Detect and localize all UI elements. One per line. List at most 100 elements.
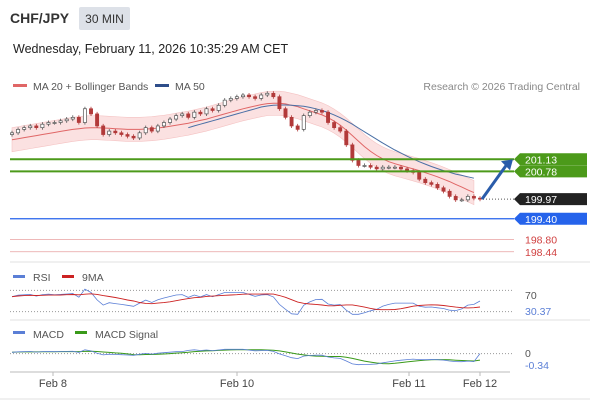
rsi-last-label: 30.37 bbox=[525, 306, 551, 318]
macd-line bbox=[11, 348, 481, 366]
candle-body bbox=[374, 166, 379, 170]
candle-body bbox=[241, 94, 245, 98]
candle-body bbox=[392, 166, 397, 169]
resistance-label-box bbox=[514, 165, 587, 178]
candle-body bbox=[459, 199, 464, 202]
macd-lines bbox=[10, 348, 514, 366]
candle-body bbox=[265, 92, 270, 96]
candle-body bbox=[259, 94, 264, 99]
candle-body bbox=[125, 134, 130, 137]
candle-body bbox=[222, 99, 227, 106]
x-tick-label: Feb 8 bbox=[39, 378, 67, 390]
resistance-label: 200.78 bbox=[525, 166, 557, 178]
candle-body bbox=[46, 122, 51, 125]
candle-body bbox=[70, 116, 75, 120]
support-label: 199.40 bbox=[525, 214, 557, 226]
rsi-line bbox=[11, 288, 481, 315]
candle-body bbox=[198, 111, 203, 115]
candle-body bbox=[137, 132, 142, 139]
candle-body bbox=[386, 166, 391, 169]
candle-body bbox=[119, 132, 124, 135]
rsi-level-label: 70 bbox=[525, 290, 537, 302]
macd-signal-legend-label: MACD Signal bbox=[95, 329, 158, 341]
candle-body bbox=[399, 166, 403, 170]
candle-body bbox=[344, 130, 349, 146]
candle-body bbox=[271, 92, 276, 98]
datetime: Wednesday, February 11, 2026 10:35:29 AM… bbox=[13, 42, 289, 56]
last-price-label: 199.97 bbox=[525, 194, 557, 206]
candle-body bbox=[320, 110, 324, 113]
candle-body bbox=[453, 196, 458, 201]
bollinger-bands bbox=[11, 90, 475, 206]
credit-text: Research © 2026 Trading Central bbox=[423, 81, 580, 93]
macd-last-label: -0.34 bbox=[525, 360, 549, 372]
candle-body bbox=[40, 123, 45, 129]
support2-label: 198.44 bbox=[525, 247, 557, 259]
candle-body bbox=[28, 125, 33, 129]
candle-body bbox=[64, 118, 69, 122]
candle-body bbox=[101, 125, 106, 135]
candle-body bbox=[95, 113, 100, 127]
candle-body bbox=[76, 116, 81, 123]
forecast-arrow-head bbox=[501, 159, 513, 171]
rsi-lines bbox=[10, 288, 514, 315]
candle-body bbox=[362, 165, 367, 167]
rsi-ma-legend-swatch bbox=[62, 275, 74, 278]
candle-body bbox=[253, 96, 258, 99]
rsi-legend-swatch bbox=[13, 275, 25, 278]
candle-body bbox=[161, 122, 166, 127]
candle-body bbox=[22, 127, 27, 130]
ma50-line bbox=[188, 104, 475, 179]
candle-body bbox=[435, 184, 440, 189]
candle-body bbox=[107, 130, 112, 135]
candle-body bbox=[368, 165, 373, 168]
last-price-box bbox=[514, 193, 587, 206]
macd-zero-label: 0 bbox=[525, 348, 531, 360]
x-axis: Feb 8 Feb 10 Feb 11 Feb 12 bbox=[39, 372, 497, 390]
candle-body bbox=[356, 159, 361, 166]
symbol-title: CHF/JPY bbox=[10, 10, 70, 26]
moving-averages bbox=[11, 102, 475, 194]
candle-body bbox=[210, 108, 215, 111]
candle-body bbox=[283, 108, 288, 118]
candle-body bbox=[417, 171, 422, 180]
candle-body bbox=[289, 116, 294, 127]
macd-legend-swatch bbox=[13, 331, 25, 334]
macd-signal-line bbox=[11, 349, 481, 365]
candle-body bbox=[326, 111, 331, 123]
candle-body bbox=[313, 110, 318, 113]
candle-body bbox=[58, 120, 63, 123]
candle-body bbox=[131, 135, 136, 139]
candle-body bbox=[465, 196, 470, 201]
candle-body bbox=[204, 108, 209, 115]
candle-body bbox=[447, 190, 452, 197]
candle-body bbox=[16, 129, 21, 134]
candle-body bbox=[168, 118, 172, 123]
rsi-ma-line bbox=[11, 293, 481, 311]
candle-body bbox=[441, 187, 446, 192]
resistance-label-box bbox=[514, 153, 587, 166]
interval-badge[interactable] bbox=[79, 7, 130, 30]
candle-body bbox=[234, 96, 239, 99]
candle-body bbox=[52, 122, 57, 124]
candle-body bbox=[471, 196, 476, 199]
ma20-legend-swatch bbox=[13, 84, 27, 87]
support2-label: 198.80 bbox=[525, 234, 557, 246]
candle-body bbox=[429, 182, 434, 185]
interval-label: 30 MIN bbox=[85, 12, 124, 26]
candle-body bbox=[149, 127, 154, 132]
ma50-legend-label: MA 50 bbox=[175, 81, 205, 93]
candle-body bbox=[82, 108, 87, 123]
candle-body bbox=[332, 122, 337, 129]
ma50-legend-swatch bbox=[155, 84, 169, 87]
candle-body bbox=[247, 94, 251, 98]
forecast-arrow bbox=[480, 159, 513, 201]
macd-signal-legend-swatch bbox=[75, 331, 87, 334]
x-tick-label: Feb 11 bbox=[392, 378, 425, 390]
candle-body bbox=[89, 108, 93, 115]
candle-body bbox=[295, 125, 300, 130]
candle-body bbox=[277, 96, 282, 110]
candle-body bbox=[10, 132, 14, 135]
